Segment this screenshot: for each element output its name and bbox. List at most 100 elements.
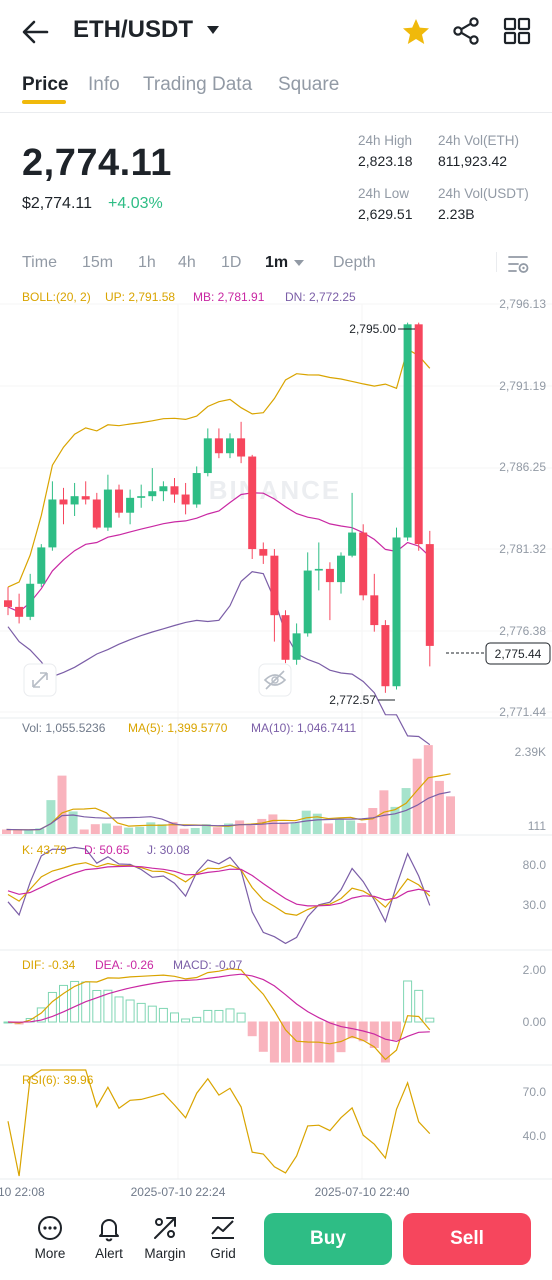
alert-button[interactable]: Alert — [79, 1214, 139, 1270]
more-label: More — [34, 1246, 66, 1261]
chart-settings-icon[interactable] — [506, 252, 530, 276]
interval-4h[interactable]: 4h — [178, 254, 196, 271]
rsi-line — [7, 1069, 431, 1177]
macd-bar — [403, 980, 413, 1023]
tab-price[interactable]: Price — [22, 74, 69, 95]
vol-ma10-line — [6, 791, 451, 831]
kline-chart[interactable]: BINANCE BOLL:(20, 2) UP: 2,791.58 MB: 2,… — [0, 284, 552, 1200]
interval-1h[interactable]: 1h — [138, 254, 156, 271]
volume-bar — [312, 813, 322, 834]
rsi-axis-bottom: 40.0 — [523, 1129, 547, 1143]
macd-dif: DIF: -0.34 — [22, 958, 76, 972]
macd-dea: DEA: -0.26 — [95, 958, 154, 972]
candle-body — [15, 606, 24, 617]
macd-bar — [214, 1009, 224, 1023]
boll-middle-line — [7, 492, 431, 613]
candle-body — [392, 537, 401, 687]
macd-bar — [92, 989, 102, 1023]
boll-label: BOLL:(20, 2) — [22, 290, 91, 304]
eye-off-icon[interactable] — [258, 663, 292, 697]
macd-bar — [125, 999, 135, 1023]
chevron-down-icon[interactable] — [293, 259, 305, 267]
indicator-lines — [3, 773, 451, 1177]
vol-label: Vol: 1,055.5236 — [22, 721, 106, 735]
volume-bar — [46, 800, 56, 834]
interval-time[interactable]: Time — [22, 254, 57, 271]
volume-bar — [157, 824, 167, 834]
grid-button[interactable]: Grid — [193, 1214, 253, 1270]
divider — [496, 252, 497, 272]
current-price-tag[interactable] — [485, 642, 551, 665]
macd-bar — [47, 991, 57, 1023]
candle-body — [226, 438, 234, 454]
price-axis-label: 2,791.19 — [499, 379, 546, 393]
macd-bar — [247, 1021, 257, 1037]
macd-bar — [336, 1021, 346, 1053]
chevron-down-icon[interactable] — [205, 24, 221, 36]
candle-body — [170, 486, 179, 495]
candle-body — [281, 615, 290, 660]
volume-bar — [412, 758, 422, 834]
grid-icon[interactable] — [503, 17, 531, 45]
tab-info[interactable]: Info — [88, 74, 120, 95]
sell-button[interactable]: Sell — [403, 1213, 531, 1265]
boll-lower-line — [7, 571, 431, 746]
candles[interactable] — [4, 322, 434, 693]
volume-bar — [79, 829, 89, 834]
boll-mb: MB: 2,781.91 — [193, 290, 265, 304]
volume-bar — [57, 775, 67, 834]
kdj-axis-bottom: 30.0 — [523, 898, 547, 912]
top-bar: ETH/USDT — [0, 0, 552, 64]
more-button[interactable]: More — [20, 1214, 80, 1270]
vol-axis-bottom: 111 — [528, 819, 547, 833]
volume-bar — [146, 822, 156, 834]
interval-bar: Time 15m 1h 4h 1D 1m Depth — [0, 250, 552, 278]
volume-bar — [246, 825, 256, 834]
volume-bar — [368, 808, 378, 834]
low-label: 24h Low — [358, 186, 410, 201]
candle-body — [370, 595, 379, 626]
volume-bar — [268, 814, 278, 834]
price-axis-label: 2,781.32 — [499, 542, 546, 556]
macd-value: MACD: -0.07 — [173, 958, 243, 972]
macd-bar — [192, 1016, 202, 1023]
pair-title[interactable]: ETH/USDT — [73, 16, 193, 43]
last-price: 2,774.11 — [22, 142, 172, 184]
macd-dea-line — [7, 973, 430, 1043]
volume-bar — [290, 822, 300, 834]
interval-1m[interactable]: 1m — [265, 254, 289, 271]
candle-body — [348, 532, 357, 556]
macd-bar — [158, 1007, 168, 1023]
rsi-label: RSI(6): 39.96 — [22, 1073, 94, 1087]
star-icon[interactable] — [401, 17, 431, 47]
kdj-k-line — [7, 862, 431, 916]
buy-button[interactable]: Buy — [264, 1213, 392, 1265]
bell-icon — [99, 1219, 119, 1242]
boll-dn: DN: 2,772.25 — [285, 290, 356, 304]
alert-label: Alert — [95, 1246, 123, 1261]
volume-bar — [346, 820, 356, 834]
volume-bar — [24, 830, 34, 834]
arrow-left-icon[interactable] — [20, 18, 50, 46]
vol-eth-value: 811,923.42 — [438, 153, 508, 169]
bottom-action-bar: More Alert Margin Grid — [0, 1200, 552, 1280]
macd-axis-bottom: 0.00 — [523, 1015, 547, 1029]
candle-body — [314, 568, 323, 571]
boll-up: UP: 2,791.58 — [105, 290, 175, 304]
volume-bar — [201, 824, 211, 834]
candle-body — [237, 438, 246, 457]
interval-depth[interactable]: Depth — [333, 254, 376, 271]
kdj-d-line — [7, 865, 430, 907]
interval-1d[interactable]: 1D — [221, 254, 242, 271]
tab-square[interactable]: Square — [278, 74, 340, 95]
candle-body — [203, 438, 212, 474]
high-value: 2,823.18 — [358, 153, 413, 169]
interval-15m[interactable]: 15m — [82, 254, 114, 271]
boll-upper-line — [7, 348, 431, 588]
tab-trading-data[interactable]: Trading Data — [143, 74, 253, 95]
fullscreen-icon[interactable] — [23, 663, 57, 697]
share-icon[interactable] — [452, 17, 480, 45]
divider — [0, 112, 552, 113]
margin-button[interactable]: Margin — [135, 1214, 195, 1270]
volume-bar — [357, 823, 367, 834]
